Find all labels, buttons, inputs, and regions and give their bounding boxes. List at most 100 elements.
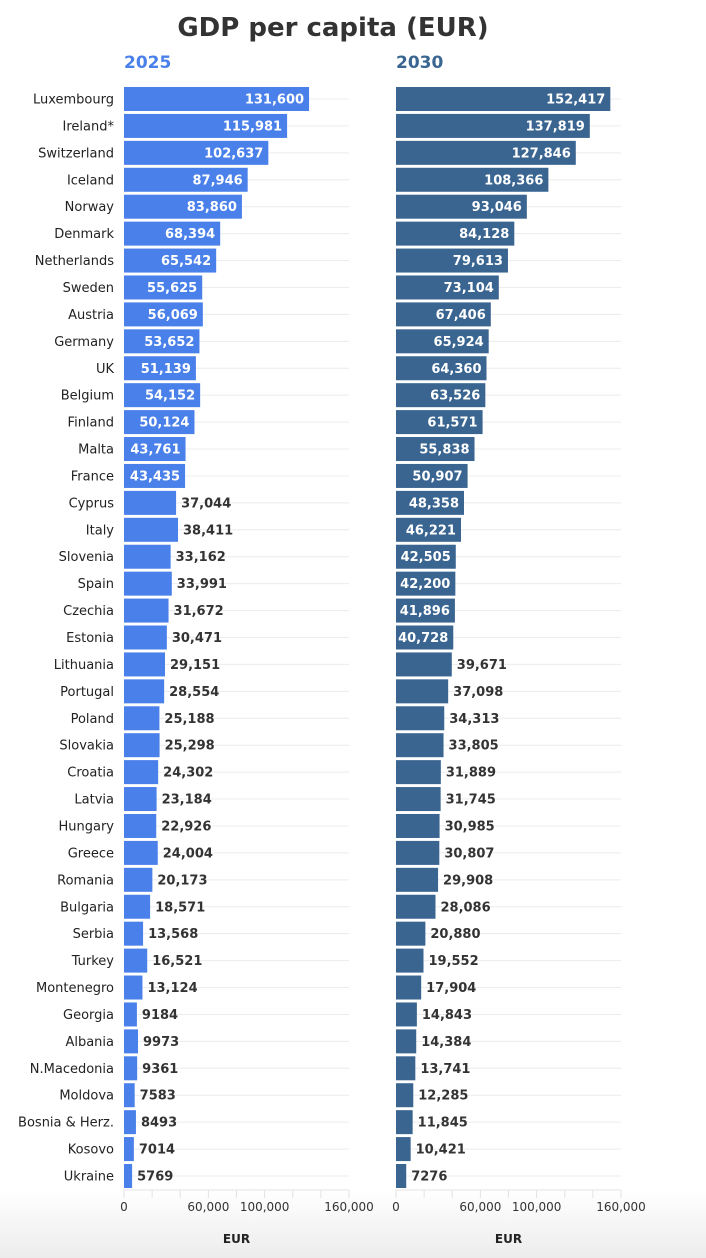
bar-2025 [124,356,196,381]
bar-2025 [124,113,288,138]
data-label-2025: 51,139 [141,362,191,377]
data-label-2030: 37,098 [453,685,503,700]
category-label: Georgia [63,1008,114,1023]
category-label: Croatia [67,766,114,781]
category-label: Czechia [63,604,114,619]
data-label-2025: 20,173 [157,873,207,888]
panel-title-2030: 2030 [396,53,443,73]
data-label-2030: 50,907 [412,469,462,484]
category-label: Greece [68,846,114,861]
category-label: Malta [78,443,114,458]
bar-2025 [124,490,177,515]
bar-2030 [396,329,489,354]
bar-2025 [124,921,144,946]
bar-2030 [396,248,508,273]
data-label-2025: 22,926 [161,819,211,834]
bar-2030 [396,840,440,865]
x-tick-label: 100,000 [240,1200,290,1214]
bar-2025 [124,87,310,111]
x-tick-label: 160,000 [596,1200,646,1214]
bar-2025 [124,437,186,462]
data-label-2025: 53,652 [144,335,194,350]
bar-2030 [396,410,483,435]
data-label-2025: 50,124 [139,416,189,431]
bar-2030 [396,356,487,381]
data-label-2030: 12,285 [418,1089,468,1104]
data-label-2025: 33,991 [177,577,227,592]
bar-2025 [124,1110,136,1135]
category-label: Netherlands [35,254,114,269]
x-tick-label: 0 [392,1200,400,1214]
data-label-2025: 56,069 [148,308,198,323]
data-label-2025: 23,184 [162,793,212,808]
category-label: Germany [54,335,114,350]
data-label-2030: 41,896 [400,604,450,619]
bar-2025 [124,275,203,300]
bar-2025 [124,1137,134,1162]
bar-2025 [124,1029,139,1054]
category-label: Estonia [66,631,114,646]
data-label-2030: 42,505 [401,550,451,565]
bar-2025 [124,679,165,704]
bar-2025 [124,571,172,596]
bar-2030 [396,437,475,462]
category-label: Bulgaria [60,900,114,915]
bar-2030 [396,544,456,569]
data-label-2030: 19,552 [428,954,478,969]
data-label-2030: 108,366 [484,173,543,188]
data-label-2030: 11,845 [418,1116,468,1131]
bar-2025 [124,410,195,435]
bar-2030 [396,302,491,327]
category-label: Portugal [60,685,114,700]
category-label: Italy [86,523,115,538]
bar-2025 [124,652,165,677]
category-label: Moldova [59,1089,114,1104]
bar-2025 [124,598,169,623]
category-label: UK [96,362,115,377]
category-label: Cyprus [69,496,115,511]
bar-2030 [396,463,468,488]
data-label-2025: 68,394 [165,227,215,242]
data-label-2025: 115,981 [223,119,282,134]
category-label: Montenegro [36,981,114,996]
data-label-2025: 33,162 [176,550,226,565]
bar-2030 [396,167,549,192]
data-label-2025: 25,298 [165,739,215,754]
category-label: Austria [68,308,114,323]
data-label-2025: 8493 [141,1116,177,1131]
category-label: Denmark [54,227,114,242]
panel-title-2025: 2025 [124,53,171,73]
data-label-2030: 137,819 [526,119,585,134]
bar-2030 [396,1029,417,1054]
data-label-2025: 16,521 [152,954,202,969]
bar-2025 [124,329,200,354]
data-label-2030: 20,880 [430,927,480,942]
bar-2025 [124,975,143,1000]
category-label: Ireland* [63,119,115,134]
category-label: Poland [71,712,114,727]
bar-2025 [124,813,157,838]
bar-2025 [124,140,269,165]
data-label-2030: 13,741 [420,1062,470,1077]
bar-2030 [396,652,452,677]
data-label-2030: 84,128 [459,227,509,242]
data-label-2025: 7583 [140,1089,176,1104]
data-label-2025: 9184 [142,1008,178,1023]
category-label: Lithuania [54,658,114,673]
bar-2025 [124,1002,137,1027]
x-tick-label: 100,000 [512,1200,562,1214]
data-label-2030: 63,526 [430,389,480,404]
data-label-2030: 67,406 [436,308,486,323]
bar-2025 [124,194,242,219]
data-label-2025: 7014 [139,1143,175,1158]
x-axis-label: EUR [495,1232,522,1246]
bar-2030 [396,733,444,758]
data-label-2030: 55,838 [419,443,469,458]
bar-2025 [124,302,203,327]
category-label: Bosnia & Herz. [18,1116,114,1131]
data-label-2025: 29,151 [170,658,220,673]
data-label-2025: 43,435 [130,469,180,484]
bar-2025 [124,463,186,488]
bar-2030 [396,87,611,111]
category-label: Norway [65,200,115,215]
